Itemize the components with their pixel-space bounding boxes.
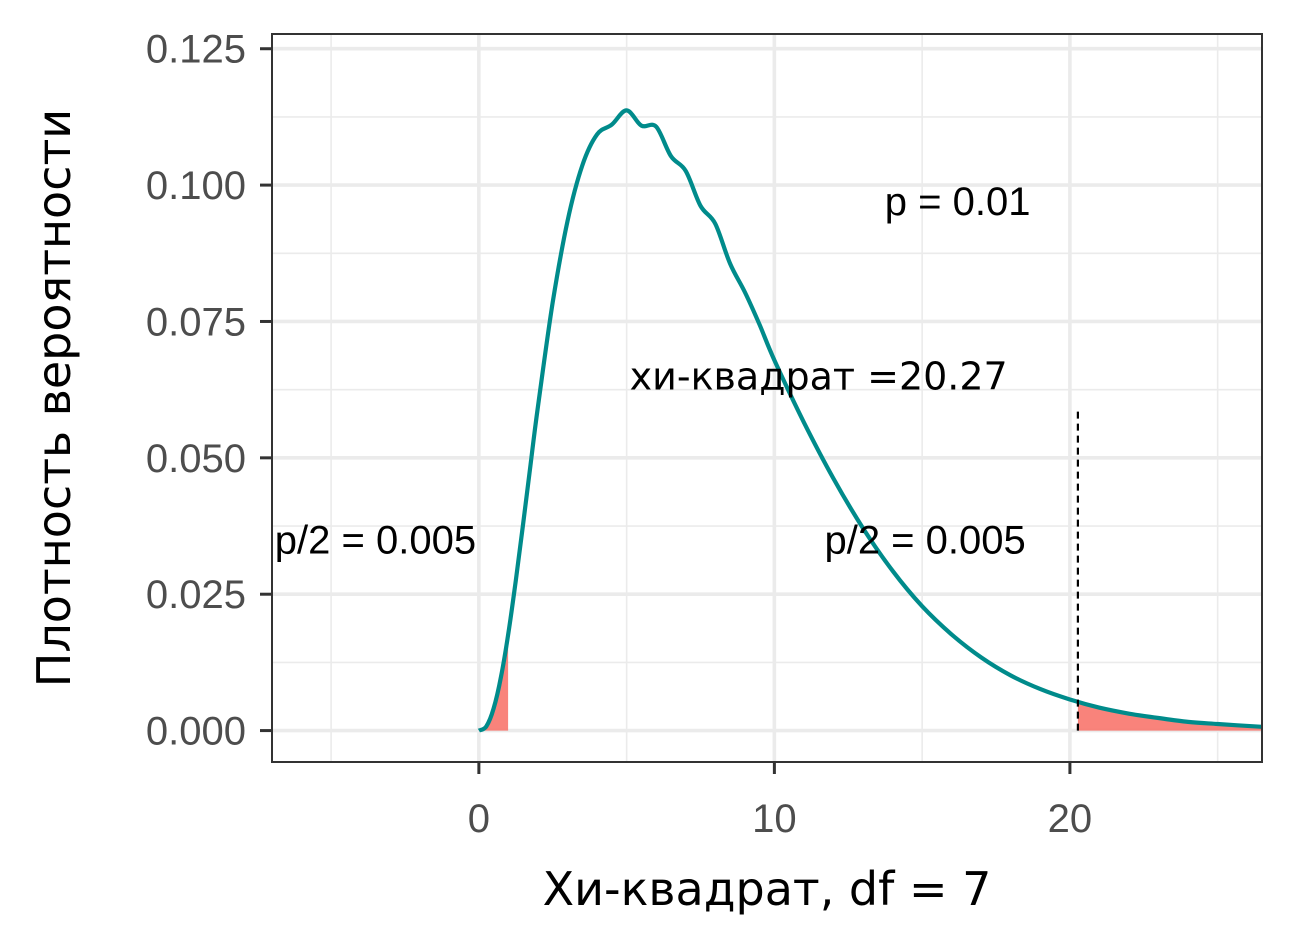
shaded-tail-0 [478,634,509,731]
y-tick-label: 0.025 [146,573,246,617]
shaded-tail-1 [1077,701,1262,731]
annotation-3: p/2 = 0.005 [275,518,476,562]
grid [272,34,1262,762]
x-tick-label: 0 [468,797,490,841]
panel-border [271,33,1263,763]
y-tick-label: 0.050 [146,437,246,481]
panel-background [272,34,1262,762]
annotation-0: p = 0.01 [885,180,1031,224]
annotation-1: хи-квадрат =20.27 [630,355,1008,399]
y-tick-label: 0.000 [146,710,246,754]
annotation-2: p/2 = 0.005 [824,518,1025,562]
y-tick-label: 0.100 [146,164,246,208]
y-tick-label: 0.075 [146,300,246,344]
x-tick-label: 20 [1048,797,1093,841]
density-curve [477,108,1262,733]
y-axis-title: Плотность вероятности [27,109,81,687]
x-tick-label: 10 [752,797,797,841]
plot-panel: p = 0.01 хи-квадрат =20.27 p/2 = 0.005 p/2 … [275,108,1262,733]
x-axis-title: Хи-квадрат, df = 7 [543,862,992,916]
axes: 0.000 0.025 0.050 0.075 0.100 0.125 0 10 20 [146,28,1092,841]
y-tick-label: 0.125 [146,28,246,72]
